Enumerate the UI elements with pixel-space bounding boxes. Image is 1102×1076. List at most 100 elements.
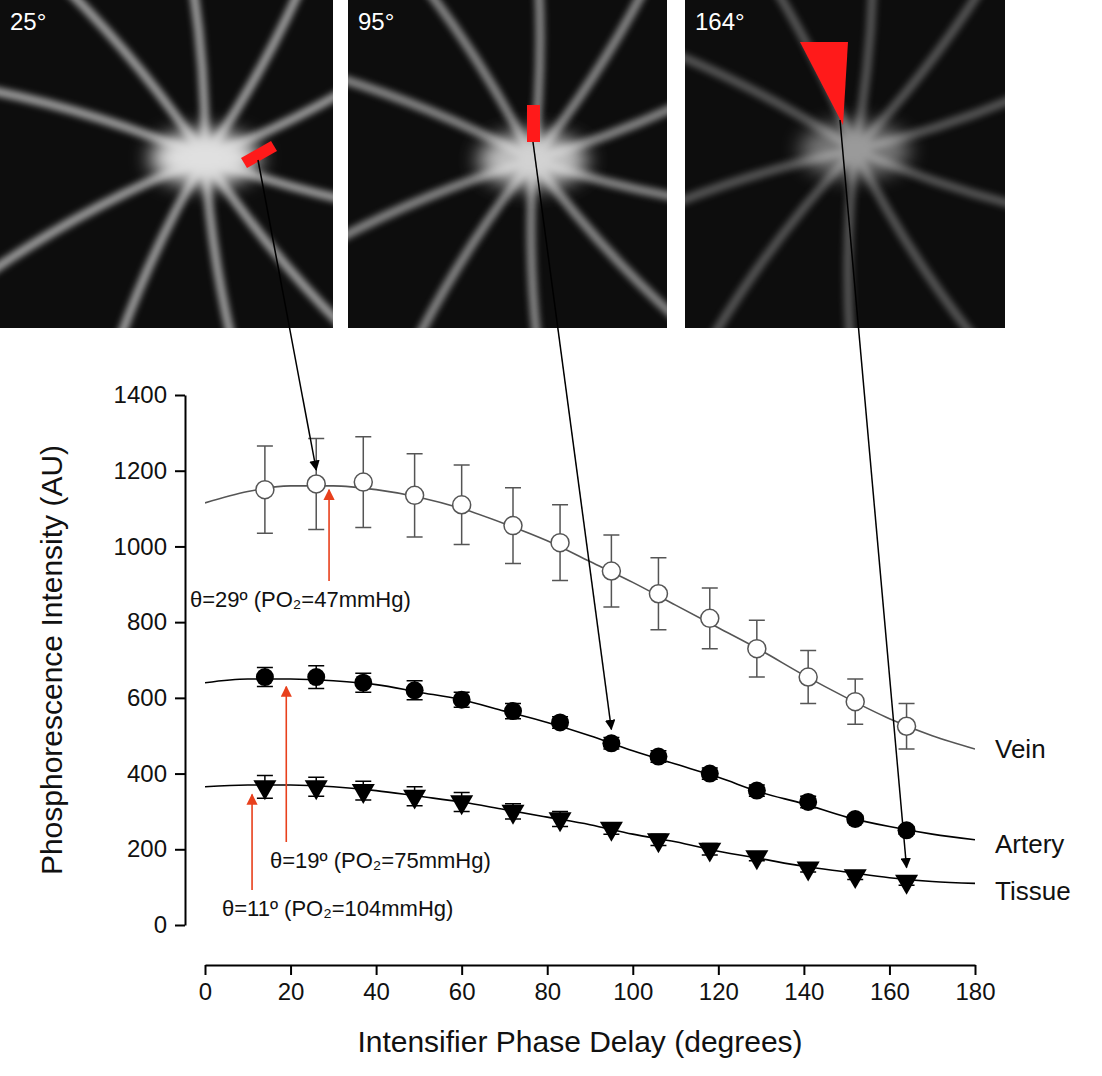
y-tick: 1000 [114,533,185,560]
x-tick: 180 [955,965,995,1005]
panel-background [0,0,333,328]
data-point [403,790,426,810]
y-tick-label: 600 [127,684,167,711]
error-bar [454,465,470,545]
error-bar [407,681,423,700]
x-tick-label: 140 [784,978,824,1005]
x-tick: 0 [199,965,212,1005]
optic-disc [800,122,910,178]
image-panel: 164° [554,0,1102,470]
series-label: Tissue [995,876,1071,906]
y-tick: 600 [127,684,185,711]
y-tick-mark [175,773,185,775]
annotation-arrow [285,687,287,842]
y-tick-label: 1200 [114,457,167,484]
annotation-arrow [328,490,330,581]
series-label: Artery [995,829,1064,859]
y-tick-label: 1400 [114,381,167,408]
y-tick-mark [175,849,185,851]
data-point [504,517,522,535]
x-tick-mark [975,965,977,975]
x-tick-mark [803,965,805,975]
vessel [685,150,855,328]
x-tick-mark [290,965,292,975]
x-tick-label: 40 [363,978,390,1005]
vessel [0,0,205,158]
data-point [649,585,667,603]
data-point [307,668,325,686]
error-bar [505,488,521,564]
y-tick-label: 200 [127,835,167,862]
y-tick-mark [175,395,185,397]
data-point [797,862,820,882]
region-marker [527,105,540,142]
x-tick: 100 [613,965,653,1005]
panel-label: 25° [10,8,46,35]
error-bar [603,535,619,607]
data-point [701,765,719,783]
error-bar [355,437,371,528]
annotation-arrow [251,795,253,890]
data-point [647,833,670,853]
x-tick-label: 0 [199,978,212,1005]
data-point [453,691,471,709]
vessel [855,150,1005,328]
y-tick: 1200 [114,457,185,484]
x-tick-mark [718,965,720,975]
error-bar [257,446,273,533]
y-tick-label: 0 [154,911,167,938]
y-axis: 0200400600800100012001400 [114,381,186,938]
x-axis-title: Intensifier Phase Delay (degrees) [357,1025,802,1058]
x-axis: 0 20 40 60 80 100 120 140 160 180 [199,965,996,1005]
x-tick-mark [205,965,207,975]
data-point [256,481,274,499]
x-tick-mark [889,965,891,975]
data-point [649,748,667,766]
y-tick: 0 [154,911,185,938]
data-point [898,717,916,735]
y-tick-mark [175,622,185,624]
x-tick-label: 180 [955,978,995,1005]
y-tick: 800 [127,608,185,635]
vessel [0,158,205,318]
fit-curve [205,486,975,749]
fit-curve [205,785,975,883]
error-bar [308,666,324,689]
data-point [701,609,719,627]
data-point [406,681,424,699]
x-tick-label: 100 [613,978,653,1005]
vessels [348,0,667,328]
x-tick-label: 120 [699,978,739,1005]
data-point [504,702,522,720]
data-point [307,475,325,493]
panel-arrow [840,120,907,867]
vessels [685,0,1005,328]
x-tick: 160 [870,965,910,1005]
series-label: Vein [995,734,1046,764]
y-tick-mark [175,546,185,548]
data-point [354,674,372,692]
panel-arrow [533,142,611,729]
data-point [846,810,864,828]
x-tick-mark [547,965,549,975]
x-tick-label: 20 [278,978,305,1005]
data-point [305,780,328,800]
x-tick-mark [376,965,378,975]
error-bar [899,704,915,749]
figure: 25°95°164°020040060080010001200140002040… [0,0,1102,1076]
error-bar [702,588,718,649]
x-tick-label: 60 [449,978,476,1005]
y-tick-mark [175,470,185,472]
y-tick-mark [175,697,185,699]
panel-background [348,0,667,328]
x-tick: 60 [449,965,476,1005]
x-tick-label: 80 [534,978,561,1005]
x-tick: 80 [534,965,561,1005]
data-point [846,693,864,711]
error-bar [308,439,324,530]
data-point [354,473,372,491]
data-point [352,784,375,804]
data-point [453,496,471,514]
data-point [748,640,766,658]
annotation-label: θ=29º (PO₂=47mmHg) [190,587,411,612]
